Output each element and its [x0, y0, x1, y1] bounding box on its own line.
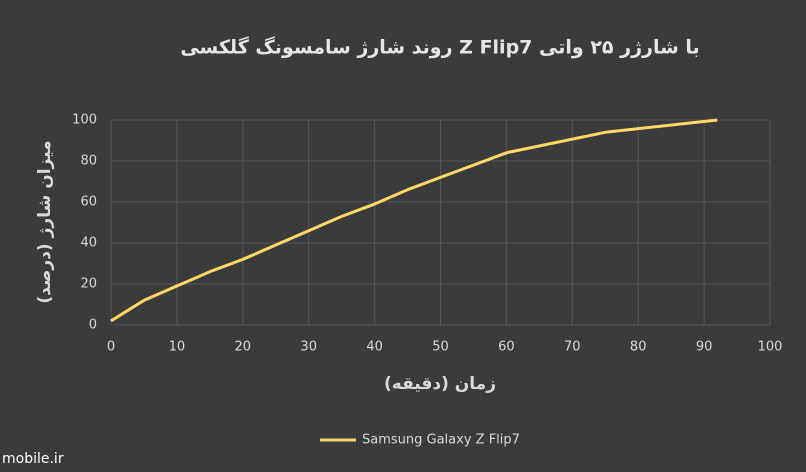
y-tick-label: 60 [80, 195, 97, 210]
x-axis-label: زمان (دقیقه) [384, 374, 496, 394]
x-tick-label: 60 [498, 340, 515, 355]
x-tick-label: 0 [107, 340, 115, 355]
x-tick-label: 50 [432, 340, 449, 355]
y-axis-label: میزان شارژ (درصد) [35, 140, 55, 303]
x-tick-label: 10 [169, 340, 186, 355]
y-tick-label: 40 [80, 236, 97, 251]
y-tick-label: 0 [89, 318, 97, 333]
x-tick-label: 100 [758, 340, 783, 355]
plot-area: 0 20 40 60 80 100 0 10 20 30 40 50 60 70 80 90 100 Samsun… [72, 113, 782, 448]
chart-title: روند شارژ سامسونگ گلکسی Z Flip7 با شارژر… [180, 36, 699, 59]
y-tick-label: 20 [80, 277, 97, 292]
x-tick-label: 20 [235, 340, 252, 355]
legend-label: Samsung Galaxy Z Flip7 [362, 433, 520, 448]
x-tick-label: 80 [630, 340, 647, 355]
x-tick-label: 40 [366, 340, 383, 355]
x-tick-label: 30 [300, 340, 317, 355]
x-tick-label: 70 [564, 340, 581, 355]
x-tick-label: 90 [696, 340, 713, 355]
y-tick-label: 100 [72, 113, 97, 128]
y-tick-label: 80 [80, 154, 97, 169]
data-line [110, 118, 718, 323]
watermark: mobile.ir [2, 451, 64, 467]
